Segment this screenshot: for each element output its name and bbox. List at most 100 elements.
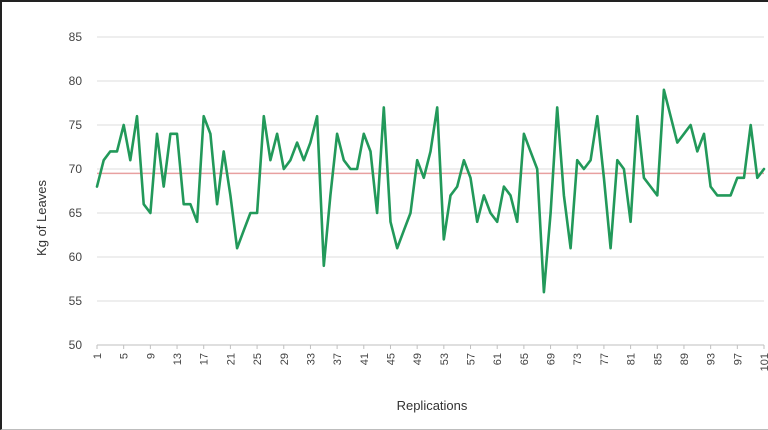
data-point — [750, 124, 752, 126]
data-point — [263, 115, 265, 117]
data-point — [636, 115, 638, 117]
x-tick-label: 81 — [626, 353, 638, 365]
data-point — [343, 159, 345, 161]
data-point — [523, 133, 525, 135]
data-series — [95, 88, 766, 294]
data-point — [209, 133, 211, 135]
x-tick-label: 101 — [759, 353, 768, 371]
data-point — [116, 150, 118, 152]
x-tick-label: 61 — [492, 353, 504, 365]
data-point — [650, 186, 652, 188]
x-tick-label: 33 — [305, 353, 317, 365]
data-point — [189, 203, 191, 205]
data-point — [269, 159, 272, 161]
data-point — [529, 150, 532, 152]
data-point — [463, 159, 465, 161]
data-point — [336, 133, 338, 135]
y-tick-label: 65 — [69, 206, 83, 220]
data-point — [516, 221, 518, 223]
data-point — [183, 203, 185, 205]
y-tick-label: 80 — [69, 74, 83, 88]
data-point — [149, 212, 151, 214]
x-tick-label: 5 — [119, 353, 131, 359]
data-point — [690, 124, 692, 126]
data-point — [543, 291, 545, 293]
data-point — [329, 194, 332, 196]
x-tick-label: 69 — [546, 353, 558, 365]
data-point — [396, 247, 398, 249]
data-point — [143, 203, 145, 205]
data-point — [103, 159, 105, 161]
data-point — [616, 159, 618, 161]
x-tick-label: 21 — [225, 353, 237, 365]
data-point — [236, 247, 238, 249]
x-tick-label: 29 — [279, 353, 291, 365]
data-point — [109, 150, 111, 152]
data-point — [249, 212, 252, 214]
data-point — [609, 247, 612, 249]
data-point — [176, 133, 178, 135]
x-tick-label: 45 — [385, 353, 397, 365]
x-tick-label: 25 — [252, 353, 264, 365]
y-tick-label: 50 — [69, 338, 83, 352]
x-tick-label: 9 — [145, 353, 157, 359]
data-point — [316, 115, 318, 117]
y-tick-label: 75 — [69, 118, 83, 132]
data-point — [710, 186, 712, 188]
data-point — [309, 142, 312, 144]
data-point — [429, 150, 432, 152]
data-point — [229, 194, 231, 196]
data-point — [569, 247, 572, 249]
data-point — [203, 115, 205, 117]
x-tick-label: 77 — [599, 353, 611, 365]
data-point — [383, 106, 385, 108]
data-point — [389, 221, 392, 223]
data-point — [123, 124, 125, 126]
gridlines — [97, 36, 764, 346]
data-point — [623, 168, 625, 170]
data-point — [169, 133, 171, 135]
y-tick-label: 60 — [69, 250, 83, 264]
data-point — [196, 221, 198, 223]
data-point — [349, 168, 352, 170]
data-point — [743, 177, 745, 179]
data-point — [509, 194, 512, 196]
series-line — [95, 88, 766, 294]
data-point — [703, 133, 705, 135]
data-point — [716, 194, 718, 196]
data-point — [136, 115, 138, 117]
data-point — [489, 212, 492, 214]
data-point — [456, 186, 458, 188]
data-point — [736, 177, 738, 179]
data-point — [476, 221, 478, 223]
data-point — [363, 133, 365, 135]
data-point — [376, 212, 378, 214]
data-point — [643, 177, 645, 179]
y-axis-ticks: 50 55 60 65 70 75 80 85 — [69, 30, 83, 352]
data-point — [563, 194, 565, 196]
x-tick-label: 93 — [706, 353, 718, 365]
data-point — [323, 265, 325, 267]
x-axis-ticks: 1 5 9 13 17 21 25 29 33 37 41 45 49 53 57 61 65 69 73 77 81 8… — [92, 345, 768, 371]
y-axis-title: Kg of Leaves — [34, 180, 49, 256]
data-point — [663, 89, 665, 91]
x-tick-label: 65 — [519, 353, 531, 365]
x-tick-label: 73 — [572, 353, 584, 365]
data-point — [403, 230, 405, 232]
data-point — [409, 212, 412, 214]
data-point — [303, 159, 305, 161]
x-tick-label: 85 — [652, 353, 664, 365]
y-tick-label: 70 — [69, 162, 83, 176]
data-point — [763, 168, 765, 170]
data-point — [756, 177, 758, 179]
y-tick-label: 55 — [69, 294, 83, 308]
data-point — [436, 106, 438, 108]
data-point — [243, 230, 245, 232]
x-axis-title: Replications — [397, 398, 468, 413]
data-point — [483, 194, 485, 196]
data-point — [723, 194, 725, 196]
x-tick-label: 89 — [679, 353, 691, 365]
data-point — [423, 177, 425, 179]
data-point — [503, 186, 505, 188]
